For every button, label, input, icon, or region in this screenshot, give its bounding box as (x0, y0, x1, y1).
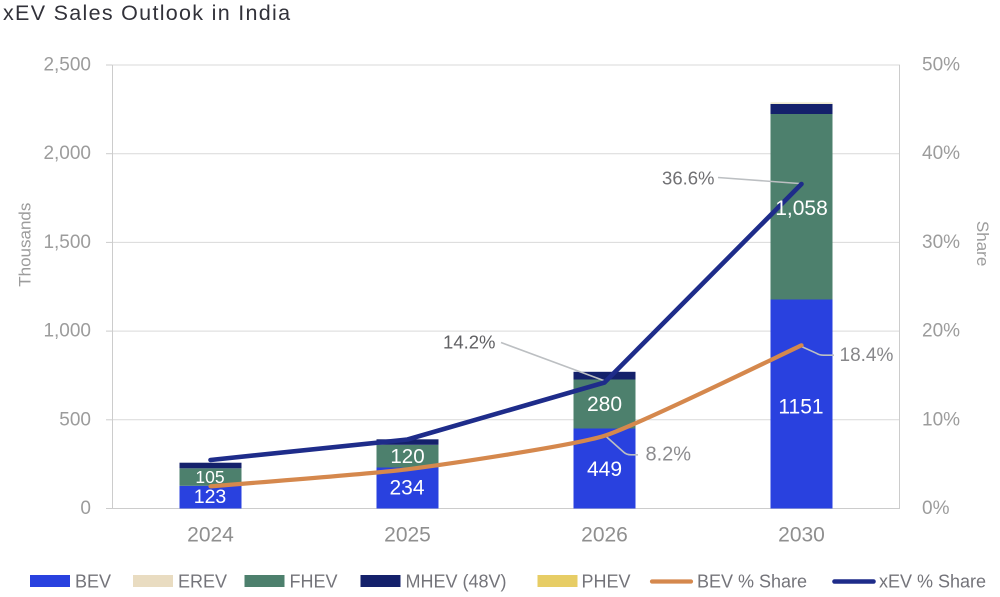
svg-text:10%: 10% (922, 409, 960, 430)
svg-text:449: 449 (587, 458, 622, 481)
svg-text:MHEV (48V): MHEV (48V) (406, 572, 507, 592)
svg-text:1151: 1151 (778, 396, 823, 419)
svg-text:40%: 40% (922, 143, 960, 164)
svg-text:20%: 20% (922, 321, 960, 342)
svg-text:FHEV: FHEV (290, 572, 338, 592)
svg-text:0%: 0% (922, 498, 950, 519)
svg-text:1,058: 1,058 (775, 197, 828, 220)
svg-text:PHEV: PHEV (582, 572, 631, 592)
svg-text:8.2%: 8.2% (646, 444, 692, 466)
svg-text:Share: Share (973, 221, 992, 266)
svg-text:105: 105 (195, 467, 224, 487)
svg-text:500: 500 (59, 409, 91, 430)
svg-text:1,000: 1,000 (43, 321, 91, 342)
svg-text:2,500: 2,500 (43, 55, 91, 76)
svg-text:2030: 2030 (778, 524, 825, 547)
svg-text:xEV % Share: xEV % Share (879, 572, 986, 592)
svg-text:2024: 2024 (187, 524, 234, 547)
svg-text:BEV % Share: BEV % Share (697, 572, 807, 592)
svg-text:2,000: 2,000 (43, 143, 91, 164)
svg-text:0: 0 (80, 498, 91, 519)
svg-text:2026: 2026 (581, 524, 628, 547)
svg-text:50%: 50% (922, 55, 960, 76)
svg-text:2025: 2025 (384, 524, 431, 547)
svg-text:EREV: EREV (178, 572, 227, 592)
svg-text:BEV: BEV (75, 572, 111, 592)
svg-text:120: 120 (390, 445, 424, 468)
svg-text:36.6%: 36.6% (662, 168, 714, 189)
svg-text:xEV Sales Outlook in India: xEV Sales Outlook in India (3, 1, 291, 25)
svg-text:1,500: 1,500 (43, 232, 91, 253)
svg-text:Thousands: Thousands (15, 203, 34, 287)
svg-text:18.4%: 18.4% (840, 345, 894, 366)
svg-text:234: 234 (389, 477, 424, 500)
svg-text:280: 280 (587, 393, 622, 416)
svg-text:14.2%: 14.2% (443, 332, 495, 353)
svg-text:123: 123 (194, 486, 227, 508)
svg-text:30%: 30% (922, 232, 960, 253)
